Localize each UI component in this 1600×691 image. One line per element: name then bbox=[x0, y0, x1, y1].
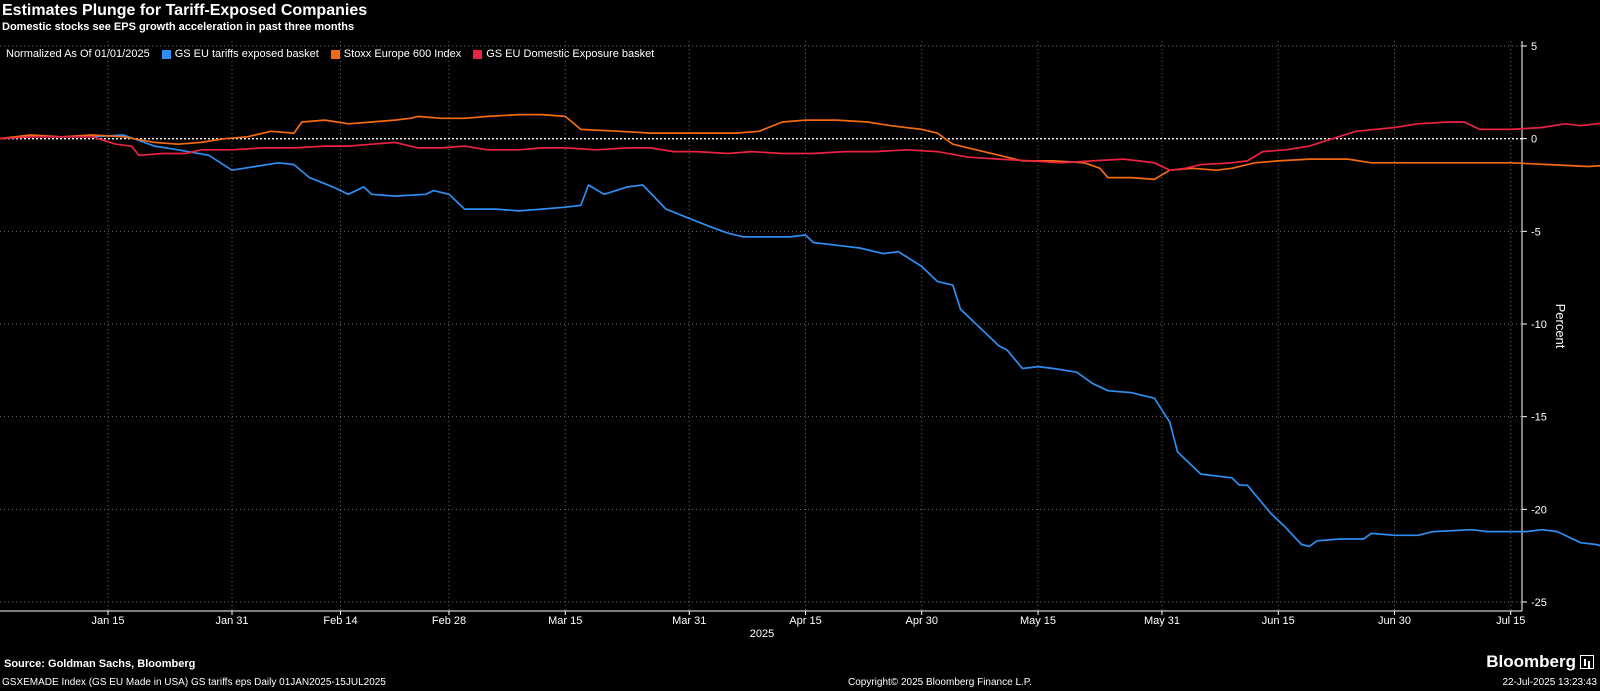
chart-subtitle: Domestic stocks see EPS growth accelerat… bbox=[2, 21, 355, 33]
legend-swatch-stoxx bbox=[330, 49, 340, 59]
x-tick-label: Mar 31 bbox=[672, 615, 706, 627]
x-tick-label: Mar 15 bbox=[548, 615, 582, 627]
brand-text: Bloomberg bbox=[1486, 652, 1576, 671]
source-note: Source: Goldman Sachs, Bloomberg bbox=[4, 658, 196, 670]
series-line-gs-eu-domestic-exposure-basket bbox=[0, 121, 1600, 172]
legend-label-stoxx: Stoxx Europe 600 Index bbox=[343, 48, 462, 60]
legend-item-stoxx[interactable]: Stoxx Europe 600 Index bbox=[330, 48, 462, 60]
normalized-label: Normalized As Of 01/01/2025 bbox=[6, 48, 150, 60]
y-tick-label: -20 bbox=[1531, 504, 1547, 516]
series-line-gs-eu-tariffs-exposed-basket bbox=[0, 134, 1600, 548]
y-tick-label: -15 bbox=[1531, 412, 1547, 424]
x-tick-label: Jan 15 bbox=[91, 615, 124, 627]
x-tick-label: Apr 15 bbox=[789, 615, 821, 627]
legend-swatch-domestic bbox=[473, 49, 483, 59]
legend-label-tariffs: GS EU tariffs exposed basket bbox=[174, 48, 319, 60]
x-tick-label: Jun 30 bbox=[1378, 615, 1411, 627]
bloomberg-logo-icon bbox=[1580, 655, 1594, 669]
bloomberg-brand: Bloomberg bbox=[1486, 652, 1594, 672]
legend-item-tariffs[interactable]: GS EU tariffs exposed basket bbox=[161, 48, 319, 60]
legend-swatch-tariffs bbox=[161, 49, 171, 59]
x-axis-label: 2025 bbox=[750, 628, 774, 640]
legend: Normalized As Of 01/01/2025 GS EU tariff… bbox=[0, 44, 666, 64]
x-tick-label: Jul 15 bbox=[1496, 615, 1525, 627]
x-tick-label: Jan 31 bbox=[215, 615, 248, 627]
copyright-footer: Copyright© 2025 Bloomberg Finance L.P. bbox=[848, 677, 1032, 688]
legend-label-domestic: GS EU Domestic Exposure basket bbox=[486, 48, 655, 60]
x-tick-label: May 15 bbox=[1020, 615, 1056, 627]
y-tick-label: -5 bbox=[1531, 226, 1541, 238]
x-tick-label: May 31 bbox=[1144, 615, 1180, 627]
chart-title: Estimates Plunge for Tariff-Exposed Comp… bbox=[2, 2, 368, 19]
x-tick-label: Jun 15 bbox=[1262, 615, 1295, 627]
y-tick-label: -10 bbox=[1531, 319, 1547, 331]
timestamp-footer: 22-Jul-2025 13:23:43 bbox=[1502, 677, 1597, 688]
legend-item-domestic[interactable]: GS EU Domestic Exposure basket bbox=[473, 48, 654, 60]
ticker-footer: GSXEMADE Index (GS EU Made in USA) GS ta… bbox=[2, 677, 386, 688]
y-tick-label: 0 bbox=[1531, 134, 1537, 146]
y-tick-label: -25 bbox=[1531, 597, 1547, 609]
x-tick-label: Feb 28 bbox=[432, 615, 466, 627]
series-line-stoxx-europe-600-index bbox=[0, 113, 1600, 181]
x-tick-label: Apr 30 bbox=[906, 615, 938, 627]
x-tick-label: Feb 14 bbox=[323, 615, 357, 627]
y-axis-label: Percent bbox=[1553, 304, 1568, 349]
y-tick-label: 5 bbox=[1531, 41, 1537, 53]
